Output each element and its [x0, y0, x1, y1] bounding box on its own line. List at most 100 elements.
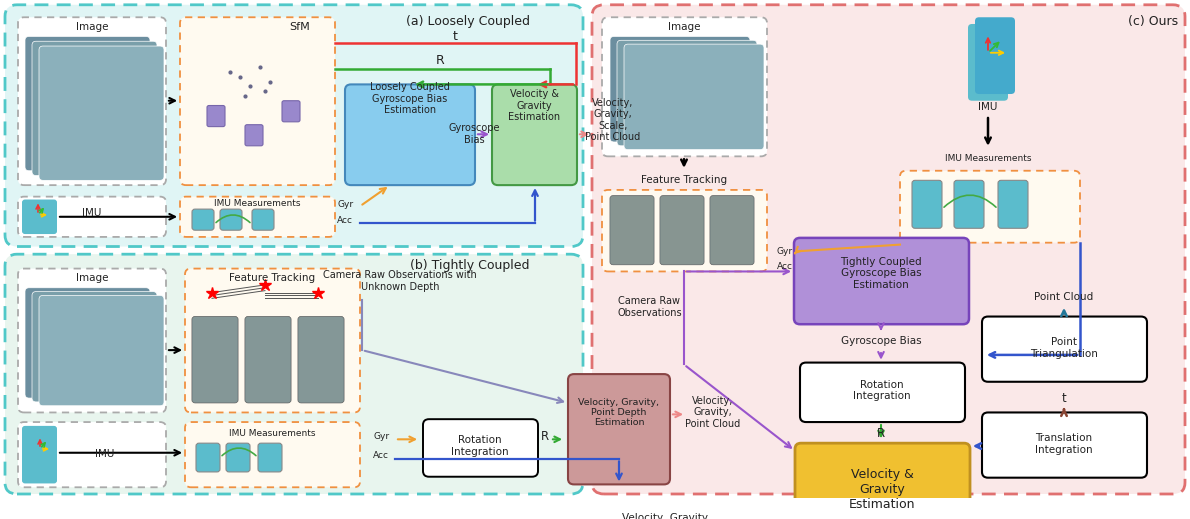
FancyBboxPatch shape [624, 44, 764, 149]
FancyBboxPatch shape [25, 36, 150, 171]
Text: Feature Tracking: Feature Tracking [641, 175, 727, 185]
FancyBboxPatch shape [192, 317, 238, 403]
Text: IMU Measurements: IMU Measurements [945, 154, 1032, 163]
Text: R: R [877, 427, 885, 440]
Text: Acc: Acc [337, 216, 353, 225]
FancyBboxPatch shape [196, 443, 220, 472]
FancyBboxPatch shape [298, 317, 344, 403]
Text: Gyroscope
Bias: Gyroscope Bias [449, 124, 500, 145]
FancyBboxPatch shape [282, 101, 300, 122]
FancyBboxPatch shape [900, 171, 1081, 243]
Text: SfM: SfM [289, 22, 311, 32]
FancyBboxPatch shape [794, 238, 969, 324]
FancyBboxPatch shape [180, 197, 336, 237]
FancyBboxPatch shape [982, 317, 1147, 382]
FancyBboxPatch shape [226, 443, 250, 472]
Text: Camera Raw Observations with
Unknown Depth: Camera Raw Observations with Unknown Dep… [324, 270, 477, 292]
Text: R: R [436, 54, 444, 67]
FancyBboxPatch shape [616, 40, 757, 146]
Text: IMU: IMU [95, 449, 114, 459]
FancyBboxPatch shape [610, 36, 750, 142]
Text: Velocity &
Gravity
Estimation: Velocity & Gravity Estimation [508, 89, 560, 122]
FancyBboxPatch shape [982, 413, 1147, 477]
Text: Rotation
Integration: Rotation Integration [853, 379, 910, 401]
Text: Camera Raw
Observations: Camera Raw Observations [616, 296, 682, 318]
Text: Acc: Acc [777, 262, 793, 271]
Text: Gyr: Gyr [337, 200, 353, 209]
FancyBboxPatch shape [610, 196, 655, 265]
FancyBboxPatch shape [184, 268, 361, 413]
FancyBboxPatch shape [39, 46, 164, 180]
Text: Loosely Coupled
Gyroscope Bias
Estimation: Loosely Coupled Gyroscope Bias Estimatio… [370, 82, 450, 115]
Text: Rotation
Integration: Rotation Integration [451, 435, 509, 457]
FancyBboxPatch shape [912, 180, 942, 228]
Text: Image: Image [668, 22, 700, 32]
Text: Velocity &
Gravity
Estimation: Velocity & Gravity Estimation [848, 468, 915, 511]
FancyBboxPatch shape [298, 317, 344, 403]
FancyBboxPatch shape [5, 254, 583, 494]
FancyBboxPatch shape [602, 190, 768, 271]
FancyBboxPatch shape [954, 180, 984, 228]
FancyBboxPatch shape [660, 196, 704, 265]
Text: Image: Image [76, 273, 108, 283]
Text: Gyroscope Bias: Gyroscope Bias [840, 335, 921, 346]
Text: Tightly Coupled
Gyroscope Bias
Estimation: Tightly Coupled Gyroscope Bias Estimatio… [840, 257, 922, 290]
Text: IMU Measurements: IMU Measurements [214, 199, 300, 208]
FancyBboxPatch shape [18, 268, 165, 413]
FancyBboxPatch shape [18, 17, 165, 185]
FancyBboxPatch shape [192, 317, 238, 403]
FancyBboxPatch shape [245, 317, 292, 403]
Text: IMU: IMU [82, 208, 101, 218]
FancyBboxPatch shape [800, 363, 965, 422]
FancyBboxPatch shape [21, 199, 57, 234]
Text: (a) Loosely Coupled: (a) Loosely Coupled [406, 15, 530, 28]
Text: Image: Image [76, 22, 108, 32]
FancyBboxPatch shape [710, 196, 754, 265]
Text: Velocity,
Gravity,
Point Cloud: Velocity, Gravity, Point Cloud [685, 396, 740, 429]
FancyBboxPatch shape [568, 374, 670, 484]
Text: Translation
Integration: Translation Integration [1035, 433, 1092, 455]
FancyBboxPatch shape [610, 196, 655, 265]
Text: Velocity, Gravity,
Point Depth
Estimation: Velocity, Gravity, Point Depth Estimatio… [578, 398, 659, 427]
FancyBboxPatch shape [32, 41, 157, 175]
Text: t: t [452, 30, 457, 43]
FancyBboxPatch shape [18, 197, 165, 237]
FancyBboxPatch shape [18, 422, 165, 487]
Text: Velocity,
Gravity,
Scale,
Point Cloud: Velocity, Gravity, Scale, Point Cloud [585, 98, 640, 142]
FancyBboxPatch shape [5, 5, 583, 247]
Text: t: t [1061, 391, 1066, 405]
FancyBboxPatch shape [184, 422, 361, 487]
Text: (c) Ours: (c) Ours [1128, 15, 1178, 28]
Text: IMU: IMU [978, 102, 997, 113]
Text: Feature Tracking: Feature Tracking [228, 273, 315, 283]
FancyBboxPatch shape [245, 125, 263, 146]
FancyBboxPatch shape [975, 17, 1015, 94]
FancyBboxPatch shape [39, 295, 164, 406]
Text: (b) Tightly Coupled: (b) Tightly Coupled [411, 259, 530, 272]
FancyBboxPatch shape [345, 85, 475, 185]
Text: Acc: Acc [372, 451, 389, 460]
Text: Velocity, Gravity: Velocity, Gravity [622, 513, 708, 519]
FancyBboxPatch shape [32, 292, 157, 402]
Text: R: R [541, 430, 549, 443]
FancyBboxPatch shape [710, 196, 754, 265]
FancyBboxPatch shape [998, 180, 1028, 228]
FancyBboxPatch shape [192, 209, 214, 230]
FancyBboxPatch shape [258, 443, 282, 472]
FancyBboxPatch shape [252, 209, 274, 230]
Text: Gyr: Gyr [372, 432, 389, 441]
FancyBboxPatch shape [422, 419, 538, 477]
FancyBboxPatch shape [660, 196, 704, 265]
Text: Point
Triangulation: Point Triangulation [1031, 337, 1098, 359]
FancyBboxPatch shape [602, 17, 768, 156]
FancyBboxPatch shape [795, 443, 970, 519]
Text: IMU Measurements: IMU Measurements [228, 429, 315, 438]
FancyBboxPatch shape [220, 209, 242, 230]
FancyBboxPatch shape [21, 426, 57, 483]
FancyBboxPatch shape [180, 17, 336, 185]
FancyBboxPatch shape [245, 317, 292, 403]
FancyBboxPatch shape [207, 105, 225, 127]
FancyBboxPatch shape [491, 85, 577, 185]
FancyBboxPatch shape [591, 5, 1185, 494]
Text: Point Cloud: Point Cloud [1034, 292, 1094, 303]
